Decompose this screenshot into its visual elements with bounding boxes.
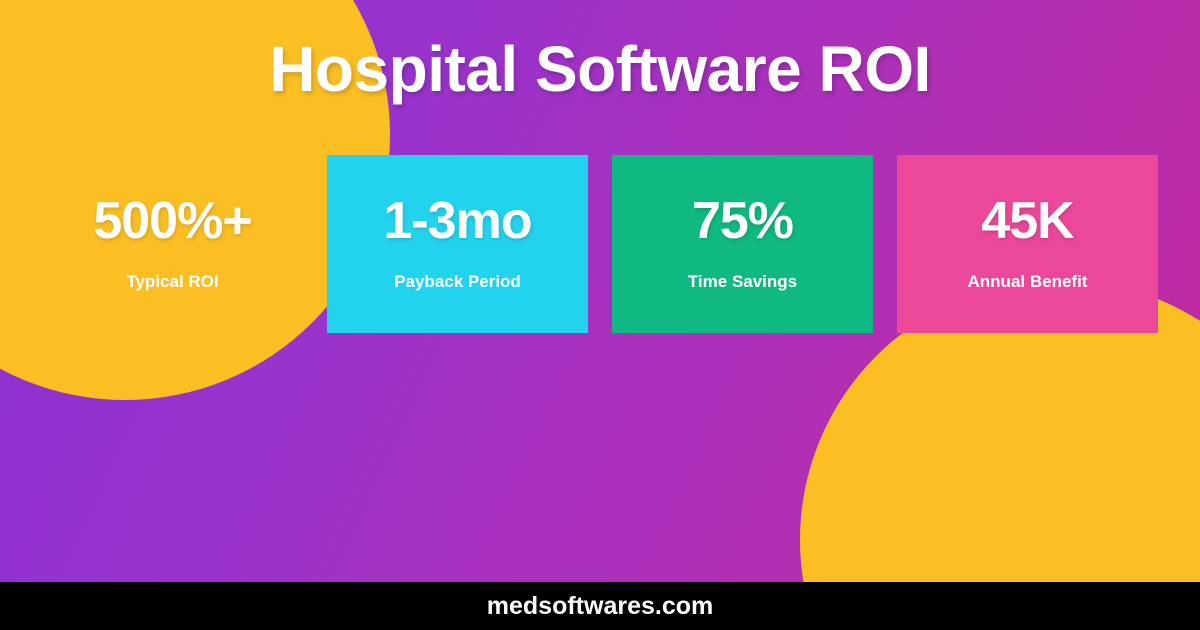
stat-value: 75% — [691, 191, 794, 250]
stat-label: Typical ROI — [126, 271, 219, 291]
stat-card-annual-benefit: 45K Annual Benefit — [897, 155, 1158, 333]
stat-card-time-savings: 75% Time Savings — [612, 155, 873, 333]
stat-card-typical-roi: 500%+ Typical ROI — [42, 155, 303, 333]
page-title: Hospital Software ROI — [269, 33, 931, 105]
stat-card-payback-period: 1-3mo Payback Period — [327, 155, 588, 333]
website-url: medsoftwares.com — [486, 591, 714, 620]
stat-value: 500%+ — [93, 191, 252, 250]
stat-value: 1-3mo — [383, 191, 532, 250]
stat-label: Payback Period — [394, 271, 521, 291]
stat-value: 45K — [981, 191, 1074, 250]
stat-label: Time Savings — [687, 271, 798, 291]
footer-bar: medsoftwares.com — [0, 582, 1200, 630]
stat-label: Annual Benefit — [967, 271, 1088, 291]
stats-row: 500%+ Typical ROI 1-3mo Payback Period 7… — [42, 155, 1158, 333]
